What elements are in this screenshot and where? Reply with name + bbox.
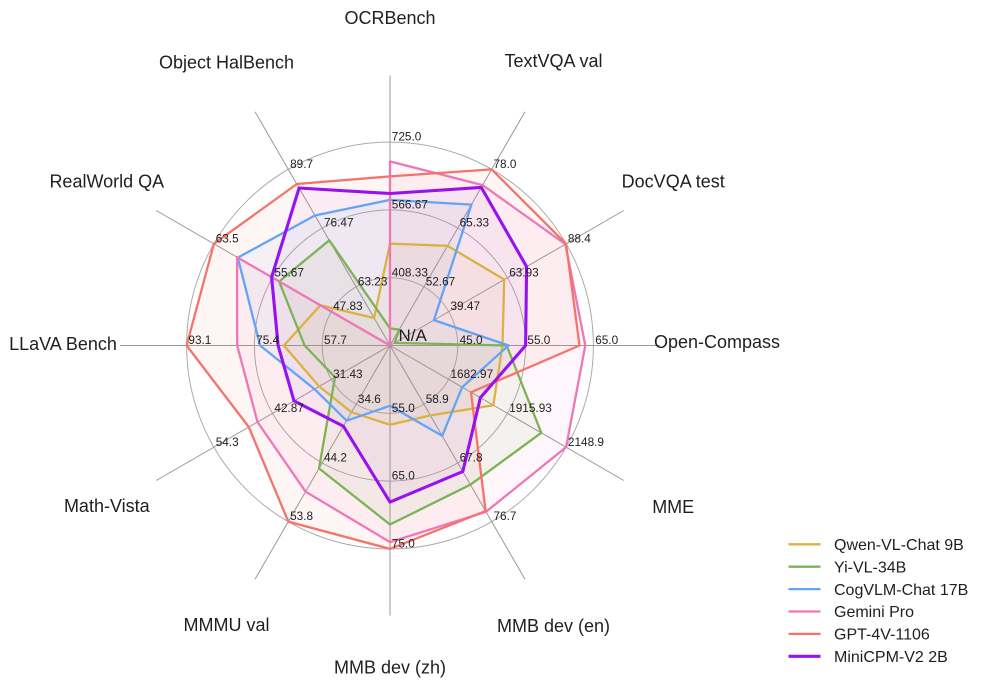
- svg-text:2148.9: 2148.9: [568, 435, 604, 449]
- svg-text:OCRBench: OCRBench: [344, 8, 435, 28]
- svg-text:1682.97: 1682.97: [451, 367, 494, 381]
- svg-text:55.0: 55.0: [527, 333, 550, 347]
- svg-text:Gemini Pro: Gemini Pro: [834, 604, 914, 621]
- svg-text:1915.93: 1915.93: [509, 401, 552, 415]
- svg-text:57.7: 57.7: [324, 333, 347, 347]
- svg-text:65.0: 65.0: [392, 469, 415, 483]
- svg-text:MME: MME: [652, 497, 694, 517]
- svg-text:MMMU val: MMMU val: [184, 615, 270, 635]
- svg-text:39.47: 39.47: [451, 299, 481, 313]
- svg-text:75.4: 75.4: [256, 333, 279, 347]
- svg-text:GPT-4V-1106: GPT-4V-1106: [834, 627, 930, 644]
- svg-text:54.3: 54.3: [216, 435, 239, 449]
- svg-text:88.4: 88.4: [568, 231, 591, 245]
- svg-text:725.0: 725.0: [392, 130, 422, 144]
- svg-text:LLaVA Bench: LLaVA Bench: [9, 334, 117, 354]
- svg-text:Qwen-VL-Chat 9B: Qwen-VL-Chat 9B: [834, 537, 964, 554]
- svg-text:78.0: 78.0: [494, 157, 517, 171]
- svg-text:55.0: 55.0: [392, 401, 415, 415]
- svg-text:34.6: 34.6: [358, 392, 381, 406]
- svg-text:63.5: 63.5: [216, 231, 239, 245]
- svg-text:63.23: 63.23: [358, 274, 388, 288]
- svg-text:CogVLM-Chat 17B: CogVLM-Chat 17B: [834, 582, 968, 599]
- svg-text:Math-Vista: Math-Vista: [64, 496, 151, 516]
- svg-text:45.0: 45.0: [460, 333, 483, 347]
- svg-text:65.33: 65.33: [460, 216, 490, 230]
- svg-text:DocVQA test: DocVQA test: [622, 172, 725, 192]
- svg-text:Open-Compass: Open-Compass: [654, 332, 780, 352]
- svg-text:MMB dev (zh): MMB dev (zh): [334, 657, 446, 677]
- svg-text:N/A: N/A: [399, 326, 428, 345]
- svg-text:MiniCPM-V2 2B: MiniCPM-V2 2B: [834, 649, 948, 666]
- svg-text:RealWorld QA: RealWorld QA: [49, 172, 164, 192]
- svg-text:52.67: 52.67: [426, 274, 456, 288]
- svg-text:75.0: 75.0: [392, 537, 415, 551]
- svg-text:47.83: 47.83: [333, 299, 363, 313]
- svg-text:Yi-VL-34B: Yi-VL-34B: [834, 559, 906, 576]
- svg-text:63.93: 63.93: [509, 265, 539, 279]
- svg-text:MMB dev (en): MMB dev (en): [497, 616, 610, 636]
- svg-text:Object HalBench: Object HalBench: [159, 53, 294, 73]
- svg-text:89.7: 89.7: [290, 157, 313, 171]
- svg-text:76.47: 76.47: [324, 216, 354, 230]
- svg-text:65.0: 65.0: [595, 333, 618, 347]
- svg-text:67.8: 67.8: [460, 451, 483, 465]
- svg-text:31.43: 31.43: [333, 367, 363, 381]
- svg-text:44.2: 44.2: [324, 451, 347, 465]
- svg-text:76.7: 76.7: [494, 509, 517, 523]
- svg-text:42.87: 42.87: [274, 401, 304, 415]
- svg-text:93.1: 93.1: [188, 333, 211, 347]
- svg-text:58.9: 58.9: [426, 392, 449, 406]
- svg-text:TextVQA val: TextVQA val: [504, 51, 602, 71]
- svg-text:55.67: 55.67: [274, 265, 304, 279]
- svg-text:408.33: 408.33: [392, 265, 429, 279]
- svg-text:566.67: 566.67: [392, 198, 428, 212]
- svg-text:53.8: 53.8: [290, 509, 313, 523]
